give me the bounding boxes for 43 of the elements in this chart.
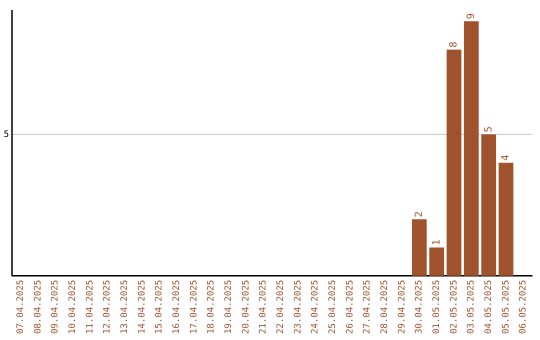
x-tick-label: 10.04.2025 <box>68 280 78 334</box>
x-tick-label: 17.04.2025 <box>189 280 200 334</box>
x-tick-label: 02.05.2025 <box>449 280 460 334</box>
bar <box>412 219 427 276</box>
data-label: 5 <box>483 126 494 132</box>
bar <box>446 50 462 276</box>
bar <box>498 162 514 276</box>
x-tick-label: 22.04.2025 <box>276 280 286 334</box>
x-tick-label: 03.05.2025 <box>466 280 477 334</box>
x-tick-label: 19.04.2025 <box>224 280 234 334</box>
x-tick-label: 18.04.2025 <box>206 280 217 334</box>
x-tick-label: 21.04.2025 <box>258 280 269 334</box>
x-tick-label: 25.04.2025 <box>328 280 338 334</box>
x-tick-label: 05.05.2025 <box>501 280 512 334</box>
bar <box>429 248 444 276</box>
ref-line-label: 5 <box>4 130 9 140</box>
x-tick-label: 14.04.2025 <box>137 280 148 334</box>
x-tick-label: 08.04.2025 <box>33 280 44 334</box>
x-tick-label: 15.04.2025 <box>154 280 165 334</box>
x-tick-label: 30.04.2025 <box>414 280 425 334</box>
x-tick-label: 20.04.2025 <box>241 280 252 334</box>
data-label: 4 <box>500 154 512 161</box>
x-tick-label: 12.04.2025 <box>102 280 113 334</box>
x-tick-label: 06.05.2025 <box>518 280 529 334</box>
x-tick-label: 04.05.2025 <box>484 280 494 334</box>
x-tick-label: 07.04.2025 <box>16 280 26 334</box>
x-tick-label: 29.04.2025 <box>397 280 408 334</box>
x-tick-label: 26.04.2025 <box>345 280 356 334</box>
x-tick-label: 27.04.2025 <box>362 280 373 334</box>
x-tick-label: 09.04.2025 <box>50 280 61 334</box>
x-tick-label: 23.04.2025 <box>293 280 304 334</box>
x-tick-label: 28.04.2025 <box>380 280 390 334</box>
bar <box>464 21 479 276</box>
x-tick-label: 11.04.2025 <box>85 280 96 334</box>
x-tick-label: 13.04.2025 <box>120 280 130 334</box>
x-tick-label: 01.05.2025 <box>432 280 442 334</box>
x-tick-label: 16.04.2025 <box>172 280 182 334</box>
bar <box>481 134 496 276</box>
data-label: 2 <box>414 211 425 218</box>
data-label: 1 <box>431 240 442 246</box>
data-label: 8 <box>448 42 460 48</box>
x-tick-label: 24.04.2025 <box>310 280 321 334</box>
data-label: 9 <box>466 13 477 20</box>
